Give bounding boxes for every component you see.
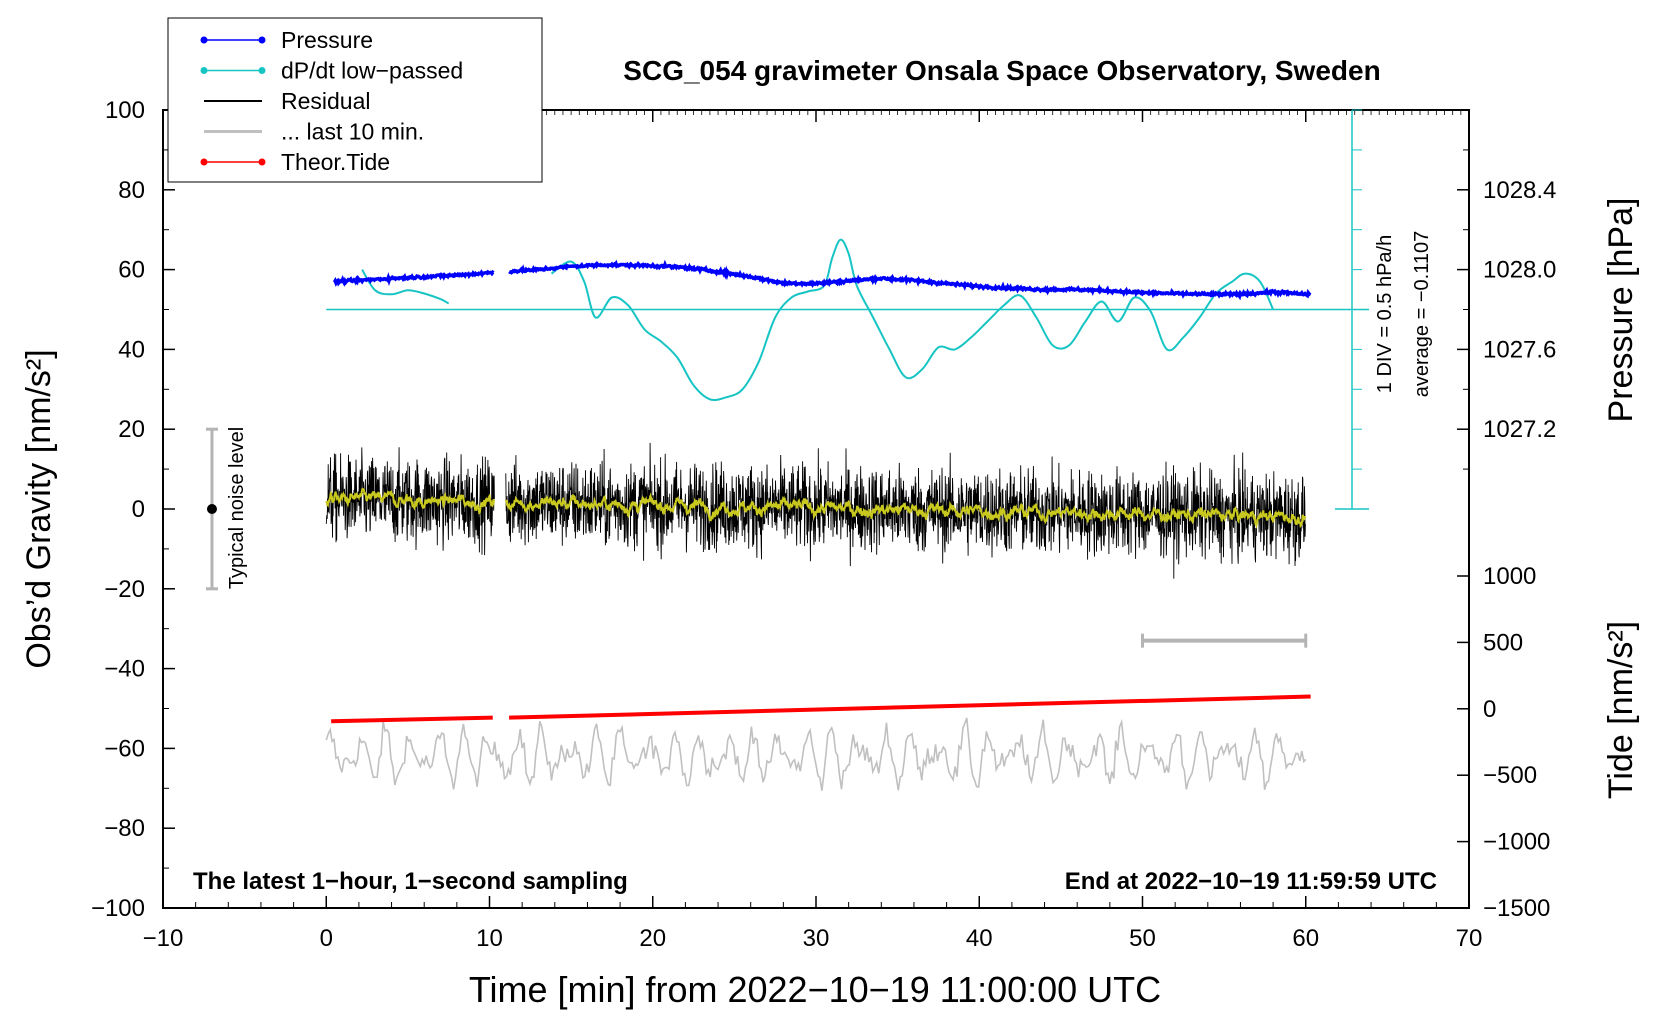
tide-tick-label: 1000 <box>1483 563 1536 590</box>
last-10-min-range <box>1141 633 1308 648</box>
x-tick-label: 30 <box>803 925 830 952</box>
tide-tick-label: −1000 <box>1483 829 1550 856</box>
dpdt-scale: 1 DIV = 0.5 hPa/h average = −0.1107 <box>326 109 1433 510</box>
chart-title: SCG_054 gravimeter Onsala Space Observat… <box>623 55 1380 86</box>
legend-label: Residual <box>281 88 371 114</box>
legend-marker-start <box>200 36 208 44</box>
theor-tide-line <box>331 715 493 724</box>
legend-marker-start <box>200 158 208 166</box>
legend-marker-end <box>258 158 266 166</box>
theor-tide-line <box>509 694 1311 720</box>
pressure-tick-label: 1028.0 <box>1483 257 1556 284</box>
legend-label: Theor.Tide <box>281 149 390 175</box>
x-tick-label: 20 <box>639 925 666 952</box>
noise-level-label: Typical noise level <box>226 427 248 589</box>
pressure-tick-label: 1027.6 <box>1483 336 1556 363</box>
y-tick-label: 0 <box>132 496 145 523</box>
tide-tick-label: −500 <box>1483 762 1537 789</box>
y-axis-label-pressure: Pressure [hPa] <box>1602 198 1640 423</box>
pressure-tick-labels: 1028.4 1028.0 1027.6 1027.2 <box>1483 177 1556 443</box>
series-dpdt <box>361 238 1275 402</box>
dpdt-average-label: average = −0.1107 <box>1411 231 1433 397</box>
y-tick-label: −20 <box>104 576 145 603</box>
legend-label: Pressure <box>281 27 373 53</box>
series-pressure <box>332 259 1312 301</box>
tide-tick-label: 500 <box>1483 629 1523 656</box>
y-axis-label-left: Obs’d Gravity [nm/s²] <box>20 349 58 668</box>
pressure-line <box>332 269 495 287</box>
x-tick-label: 0 <box>320 925 333 952</box>
noise-level-dot <box>206 504 217 514</box>
last-10-min-line <box>325 717 1307 791</box>
series-theor-tide <box>331 694 1311 724</box>
axis-ticks <box>162 109 1470 909</box>
footer-left: The latest 1−hour, 1−second sampling <box>193 868 628 895</box>
residual-line <box>325 447 495 556</box>
legend: Pressure dP/dt low−passed Residual ... last… <box>167 17 543 183</box>
y-tick-label: −80 <box>104 815 145 842</box>
y-tick-label: 20 <box>118 416 145 443</box>
residual-smoothed-line <box>504 492 1307 529</box>
legend-marker-start <box>200 67 208 74</box>
tide-tick-labels: 1000 500 0 −500 −1000 −1500 <box>1483 563 1550 922</box>
x-tick-label: 60 <box>1292 925 1319 952</box>
noise-level-indicator: Typical noise level <box>205 427 248 591</box>
x-tick-label: 40 <box>966 925 993 952</box>
residual-smoothed-line <box>325 487 496 515</box>
tide-tick-label: 0 <box>1483 696 1496 723</box>
series-residual-smoothed <box>325 487 1307 529</box>
y-tick-label: 80 <box>118 177 145 204</box>
legend-marker-end <box>258 67 266 74</box>
y-tick-label: −60 <box>104 735 145 762</box>
y-tick-label: −40 <box>104 656 145 683</box>
x-axis-label: Time [min] from 2022−10−19 11:00:00 UTC <box>469 969 1161 1010</box>
x-tick-label: −10 <box>143 925 184 952</box>
legend-marker-end <box>258 36 266 44</box>
y-tick-label: 60 <box>118 257 145 284</box>
dpdt-line <box>361 269 450 305</box>
legend-label: ... last 10 min. <box>281 119 424 145</box>
x-tick-labels: −10 0 10 20 30 40 50 60 70 <box>143 925 1483 952</box>
tide-tick-label: −1500 <box>1483 895 1550 922</box>
dpdt-scale-label: 1 DIV = 0.5 hPa/h <box>1374 235 1396 393</box>
y-tick-labels: 100 80 60 40 20 0 −20 −40 −60 −80 −100 <box>91 97 145 922</box>
y-tick-label: −100 <box>91 895 145 922</box>
y-tick-label: 100 <box>105 97 145 124</box>
series-last-10-min <box>325 717 1307 791</box>
x-tick-label: 70 <box>1456 925 1483 952</box>
y-tick-label: 40 <box>118 336 145 363</box>
x-tick-label: 10 <box>476 925 503 952</box>
footer-right: End at 2022−10−19 11:59:59 UTC <box>1065 868 1437 895</box>
x-tick-label: 50 <box>1129 925 1156 952</box>
pressure-line <box>508 259 1312 301</box>
pressure-tick-label: 1027.2 <box>1483 416 1556 443</box>
dpdt-line <box>550 238 1275 402</box>
legend-label: dP/dt low−passed <box>281 58 463 84</box>
pressure-tick-label: 1028.4 <box>1483 177 1556 204</box>
y-axis-label-tide: Tide [nm/s²] <box>1602 621 1640 799</box>
